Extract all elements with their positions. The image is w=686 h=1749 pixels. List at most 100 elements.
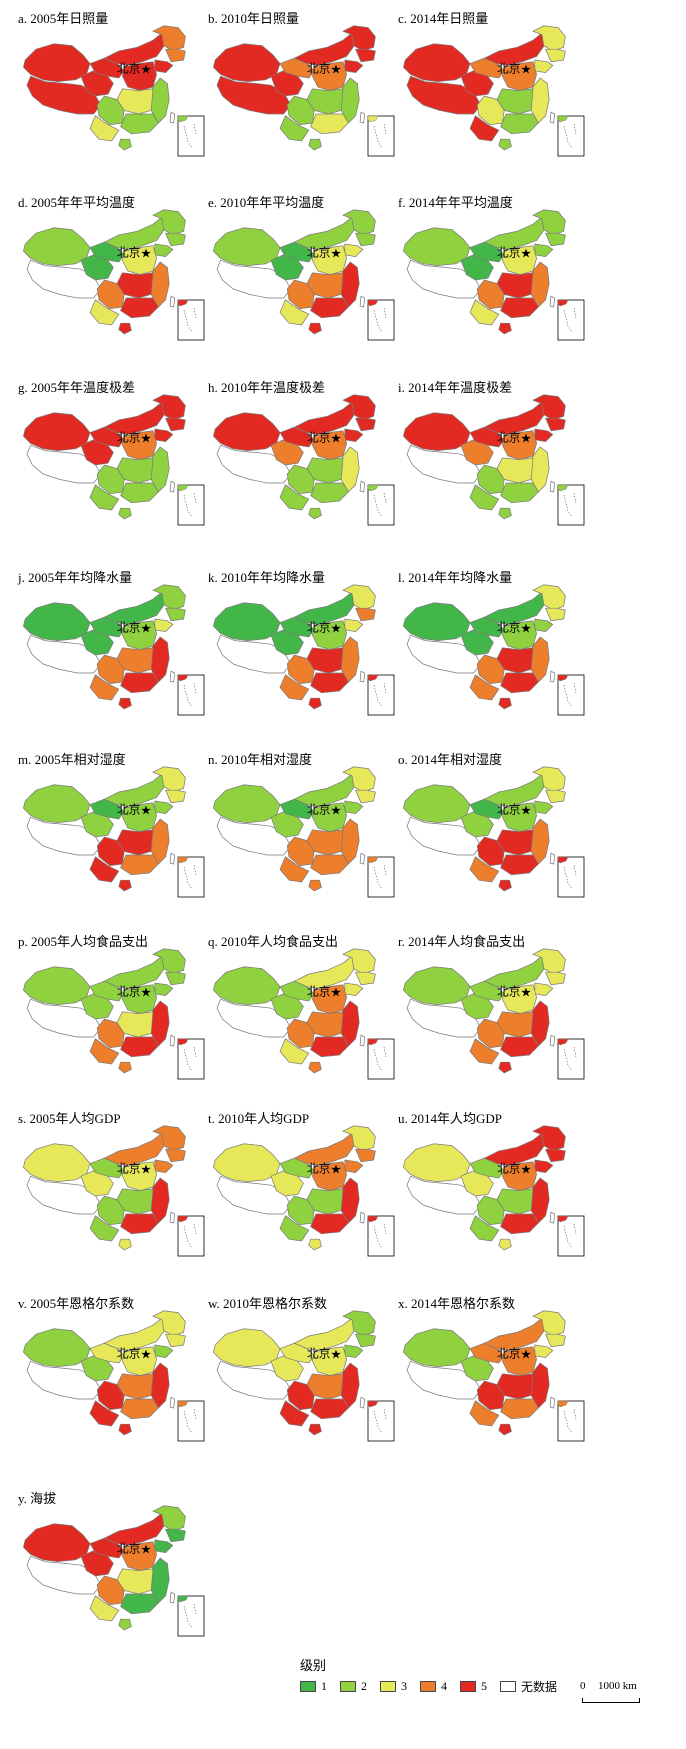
- beijing-label: 北京: [117, 803, 140, 817]
- legend-item: 4: [420, 1679, 447, 1693]
- legend-label: 无数据: [521, 1679, 558, 1694]
- region-yunnan: [469, 674, 500, 701]
- inset-coast: [177, 856, 189, 864]
- region-taiwan: [359, 295, 365, 308]
- map-panel: f. 2014年年平均温度 北京 ★: [398, 184, 588, 364]
- inset-frame: [557, 856, 585, 898]
- beijing-star-icon: ★: [140, 1543, 151, 1557]
- region-jilin: [355, 789, 376, 804]
- region-southwest: [476, 464, 505, 495]
- region-liaoning: [154, 428, 174, 442]
- region-jilin: [165, 1148, 186, 1163]
- choropleth-map: 北京 ★: [23, 394, 205, 526]
- legend-label: 3: [401, 1678, 407, 1693]
- region-taiwan: [359, 480, 365, 493]
- beijing-label: 北京: [117, 621, 140, 635]
- map-panel-title: j. 2005年年均降水量: [18, 570, 133, 585]
- inset-coast: [367, 299, 379, 307]
- region-yunnan: [469, 484, 500, 511]
- region-hainan: [308, 879, 322, 892]
- region-south: [500, 1398, 539, 1420]
- region-xinjiang: [23, 966, 91, 1005]
- region-hainan: [308, 507, 322, 520]
- legend-item: 5: [460, 1679, 487, 1693]
- beijing-star-icon: ★: [140, 1348, 151, 1362]
- region-south: [120, 672, 159, 694]
- region-south: [310, 113, 349, 135]
- region-jilin: [355, 1148, 376, 1163]
- region-jilin: [545, 48, 566, 63]
- beijing-star-icon: ★: [140, 986, 151, 1000]
- region-jilin: [165, 1333, 186, 1348]
- beijing-star-icon: ★: [330, 804, 341, 818]
- south-china-sea-inset: [177, 856, 205, 898]
- inset-coast: [557, 299, 569, 307]
- region-tibet: [26, 816, 102, 856]
- region-xinjiang: [403, 43, 471, 82]
- inset-dashed-line: [183, 1223, 197, 1249]
- region-jilin: [355, 232, 376, 247]
- region-yunnan: [89, 1215, 120, 1242]
- choropleth-map: 北京 ★: [213, 766, 395, 898]
- region-hainan: [118, 1238, 132, 1251]
- region-heilongjiang: [342, 25, 376, 52]
- region-south: [500, 482, 539, 504]
- region-taiwan: [359, 852, 365, 865]
- beijing-label: 北京: [307, 431, 330, 445]
- south-china-sea-inset: [557, 1400, 585, 1442]
- region-hainan: [118, 697, 132, 710]
- region-southwest: [96, 95, 125, 126]
- inset-dashed-line: [183, 1408, 197, 1434]
- region-taiwan: [549, 1034, 555, 1047]
- inset-frame: [367, 299, 395, 341]
- region-southwest: [96, 654, 125, 685]
- region-south: [120, 297, 159, 319]
- region-southwest: [476, 279, 505, 310]
- south-china-sea-inset: [177, 299, 205, 341]
- beijing-star-icon: ★: [520, 247, 531, 261]
- region-southwest: [286, 279, 315, 310]
- region-south: [310, 1213, 349, 1235]
- region-yunnan: [469, 1400, 500, 1427]
- region-liaoning: [344, 428, 364, 442]
- region-south: [500, 854, 539, 876]
- south-china-sea-inset: [367, 1038, 395, 1080]
- beijing-star-icon: ★: [520, 432, 531, 446]
- region-yunnan: [469, 299, 500, 326]
- inset-frame: [177, 674, 205, 716]
- region-southwest: [286, 1195, 315, 1226]
- inset-coast: [557, 674, 569, 682]
- map-panel-title: a. 2005年日照量: [18, 11, 109, 26]
- region-hainan: [118, 138, 132, 151]
- beijing-star-icon: ★: [520, 1163, 531, 1177]
- inset-coast: [557, 1400, 569, 1408]
- region-xinjiang: [403, 1328, 471, 1367]
- region-southwest: [476, 1195, 505, 1226]
- region-jilin: [545, 1333, 566, 1348]
- region-heilongjiang: [532, 766, 566, 793]
- inset-frame: [557, 484, 585, 526]
- choropleth-map: 北京 ★: [23, 766, 205, 898]
- inset-dashed-line: [183, 307, 197, 333]
- south-china-sea-inset: [177, 115, 205, 157]
- region-tibet: [406, 259, 482, 299]
- beijing-star-icon: ★: [520, 1348, 531, 1362]
- region-taiwan: [549, 480, 555, 493]
- beijing-star-icon: ★: [330, 247, 341, 261]
- region-southwest: [96, 1018, 125, 1049]
- region-tibet: [26, 444, 102, 484]
- region-southwest: [96, 1195, 125, 1226]
- region-yunnan: [469, 115, 500, 142]
- region-tibet: [26, 634, 102, 674]
- region-liaoning: [154, 243, 174, 257]
- region-yunnan: [279, 856, 310, 883]
- choropleth-map: 北京 ★: [23, 584, 205, 716]
- beijing-label: 北京: [117, 1347, 140, 1361]
- region-southwest: [286, 95, 315, 126]
- beijing-label: 北京: [307, 246, 330, 260]
- choropleth-map: 北京 ★: [23, 209, 205, 341]
- region-south: [120, 854, 159, 876]
- region-heilongjiang: [342, 1125, 376, 1152]
- region-heilongjiang: [152, 948, 186, 975]
- beijing-star-icon: ★: [140, 63, 151, 77]
